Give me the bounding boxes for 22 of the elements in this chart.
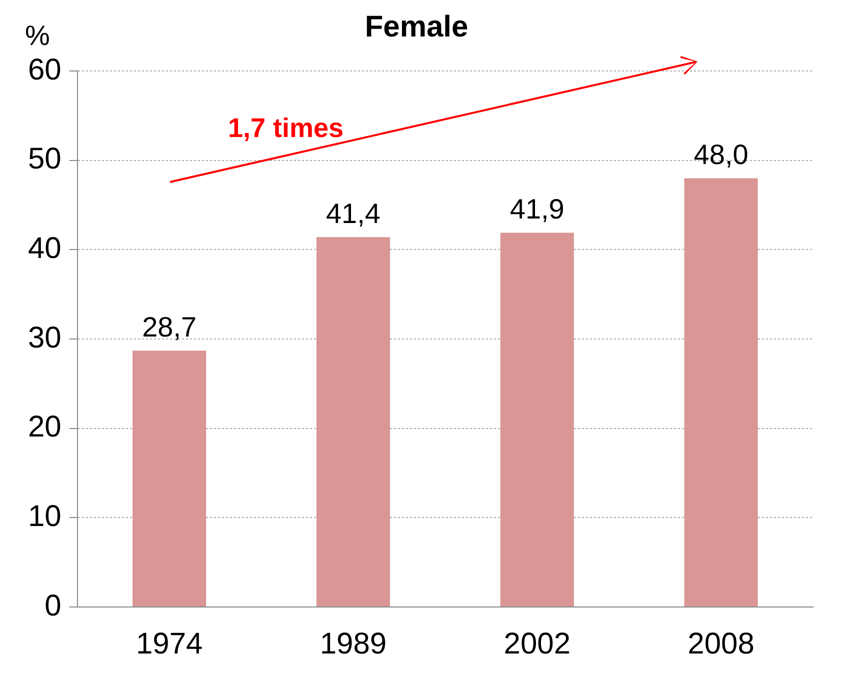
- bar: [316, 237, 390, 606]
- y-tick-label: 30: [28, 321, 62, 354]
- data-label: 41,9: [510, 193, 564, 224]
- bar: [684, 178, 758, 606]
- x-tick-label: 1989: [320, 627, 387, 660]
- bar: [132, 350, 206, 606]
- bar: [500, 232, 574, 606]
- x-tick-label: 2002: [504, 627, 571, 660]
- y-tick-label: 0: [44, 589, 62, 622]
- y-tick-label: 20: [28, 410, 62, 444]
- x-tick-label: 2008: [688, 627, 754, 660]
- data-label: 28,7: [142, 311, 197, 342]
- y-tick-label: 50: [28, 142, 62, 176]
- y-axis-title: %: [25, 20, 50, 51]
- data-label: 48,0: [694, 138, 748, 170]
- y-tick-label: 10: [28, 500, 62, 533]
- data-label: 41,4: [326, 198, 380, 229]
- annotation: 1,7 times: [228, 113, 344, 143]
- y-tick-label: 40: [28, 232, 62, 265]
- chart-title: Female: [364, 10, 468, 44]
- x-tick-label: 1974: [136, 627, 203, 660]
- y-tick-label: 60: [28, 53, 62, 86]
